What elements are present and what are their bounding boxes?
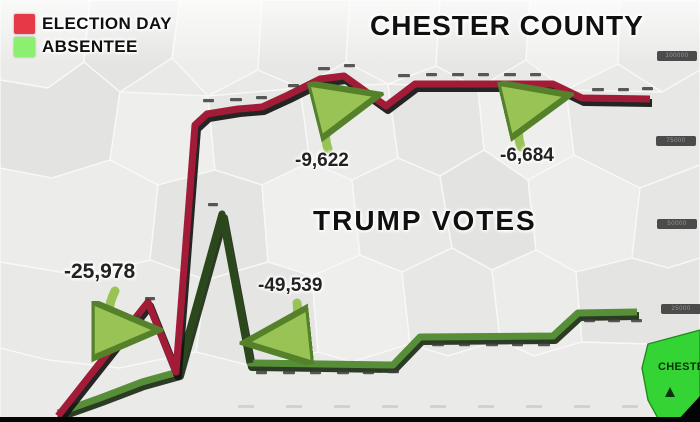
page-title: CHESTER COUNTY xyxy=(370,10,644,41)
legend: ELECTION DAY ABSENTEE xyxy=(14,13,172,58)
top-light-fade xyxy=(0,0,700,66)
y-axis-tick-25000: 25000 xyxy=(661,304,700,314)
bottom-black-bar xyxy=(0,417,700,422)
arrow-icon-6684 xyxy=(519,101,544,152)
annotation-absentee-drop: -49,539 xyxy=(258,275,323,296)
absentee-line-shadow xyxy=(58,214,640,421)
annotation-election-day-first-drop: -25,978 xyxy=(64,260,136,283)
y-axis-tick-75000: 75000 xyxy=(656,136,696,146)
legend-item-absentee: ABSENTEE xyxy=(14,36,172,58)
y-axis-tick-100000: 100000 xyxy=(657,51,697,61)
absentee-swatch xyxy=(14,37,35,57)
arrow-icon-49539 xyxy=(270,298,297,340)
x-axis-tick-marks xyxy=(238,405,638,408)
legend-item-election-day: ELECTION DAY xyxy=(14,13,172,35)
annotation-election-day-dip: -9,622 xyxy=(295,150,349,171)
y-axis-tick-50000: 50000 xyxy=(657,219,697,229)
legend-label-election-day: ELECTION DAY xyxy=(42,14,172,33)
annotation-election-day-step-down: -6,684 xyxy=(500,145,554,166)
arrow-icon-25978 xyxy=(109,286,133,330)
arrow-icon-9622 xyxy=(326,101,354,154)
chart-subject-label: TRUMP VOTES xyxy=(313,205,537,236)
county-marker-icon xyxy=(665,387,675,397)
chester-county-label: CHESTER xyxy=(658,361,700,373)
legend-label-absentee: ABSENTEE xyxy=(42,37,138,56)
election-day-swatch xyxy=(14,14,35,34)
